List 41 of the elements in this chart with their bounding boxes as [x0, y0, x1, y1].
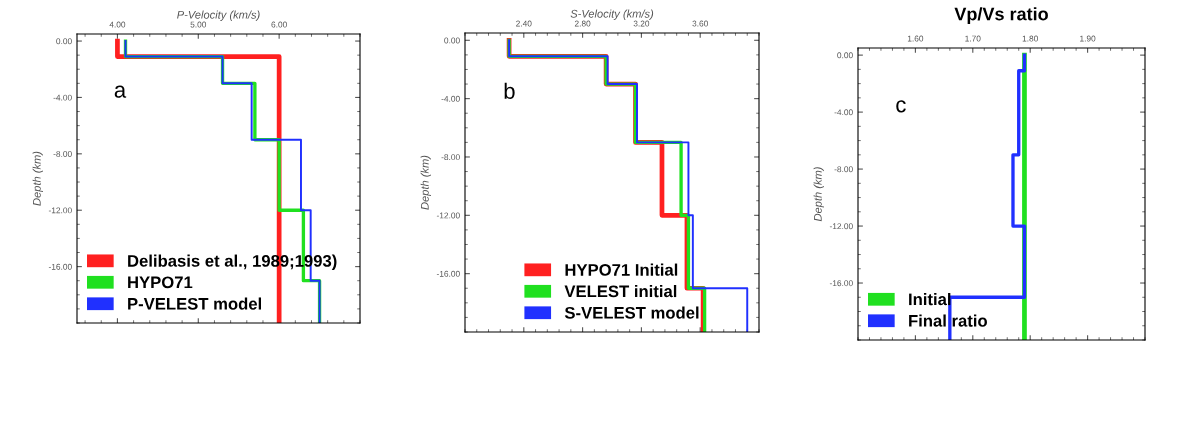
x-tick-label: 3.20 [633, 20, 650, 27]
y-tick-label: -12.00 [829, 223, 853, 230]
y-tick-label: 0.00 [444, 37, 460, 44]
legend-label: Final ratio [909, 314, 987, 327]
y-axis-title: Depth (km) [420, 155, 431, 210]
y-tick-label: 0.00 [837, 52, 853, 59]
x-tick-label: 2.40 [516, 20, 532, 27]
x-tick-label: 6.00 [271, 21, 287, 28]
x-tick-label: 2.80 [574, 20, 591, 27]
y-tick-label: -8.00 [441, 154, 460, 161]
y-axis-title: Depth (km) [32, 151, 43, 206]
legend-label: HYPO71 [128, 276, 193, 289]
x-tick-label: 4.00 [109, 21, 126, 28]
x-axis-title: S-Velocity (km/s) [570, 9, 654, 20]
legend-label: P-VELEST model [128, 297, 262, 310]
x-tick-label: 1.60 [907, 35, 924, 42]
y-tick-label: -8.00 [53, 151, 72, 157]
y-axis-title: Depth (km) [813, 167, 824, 222]
annotation: a [114, 85, 127, 98]
y-tick-label: 0.00 [56, 38, 72, 45]
y-tick-label: -16.00 [436, 270, 460, 277]
y-tick-label: -16.00 [48, 263, 72, 270]
x-tick-label: 1.90 [1080, 35, 1096, 42]
x-tick-label: 1.80 [1022, 35, 1038, 42]
x-tick-label: 5.00 [190, 21, 207, 28]
annotation: b [504, 82, 515, 99]
x-axis-title: P-Velocity (km/s) [177, 10, 260, 21]
legend-label: VELEST initial [564, 285, 677, 298]
y-tick-label: -8.00 [834, 166, 853, 173]
x-tick-label: 1.70 [965, 35, 981, 42]
legend-label: HYPO71 Initial [565, 263, 678, 276]
y-tick-label: -16.00 [829, 280, 853, 287]
chart-title: Vp/Vs ratio [954, 7, 1048, 24]
y-tick-label: -4.00 [53, 94, 72, 101]
y-tick-label: -4.00 [834, 109, 853, 116]
x-tick-label: 3.60 [692, 20, 708, 27]
y-tick-label: -12.00 [436, 212, 460, 219]
annotation: c [896, 100, 906, 113]
y-tick-label: -4.00 [441, 95, 460, 102]
legend-label: S-VELEST model [564, 306, 699, 319]
y-tick-label: -12.00 [48, 207, 72, 214]
